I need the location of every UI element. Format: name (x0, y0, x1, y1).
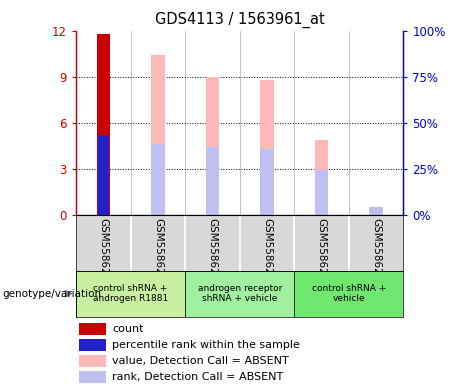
Text: control shRNA +
vehicle: control shRNA + vehicle (312, 284, 386, 303)
Bar (315, 170, 328, 215)
Text: percentile rank within the sample: percentile rank within the sample (112, 340, 300, 350)
Text: value, Detection Call = ABSENT: value, Detection Call = ABSENT (112, 356, 289, 366)
Bar (185, 271, 294, 317)
Text: GSM558627: GSM558627 (153, 218, 163, 281)
Text: control shRNA +
androgen R1881: control shRNA + androgen R1881 (93, 284, 168, 303)
Bar (369, 207, 383, 215)
Bar (76, 271, 185, 317)
Text: GSM558625: GSM558625 (371, 218, 381, 281)
Text: GSM558629: GSM558629 (262, 218, 272, 281)
Bar (79, 323, 106, 335)
Bar (151, 55, 165, 215)
Bar (206, 77, 219, 215)
Bar (369, 210, 383, 215)
Title: GDS4113 / 1563961_at: GDS4113 / 1563961_at (155, 12, 325, 28)
Bar (260, 80, 274, 215)
Bar (260, 149, 274, 215)
Text: genotype/variation: genotype/variation (2, 289, 101, 299)
Bar (79, 339, 106, 351)
Bar (206, 147, 219, 215)
Text: GSM558628: GSM558628 (207, 218, 218, 281)
Bar (98, 135, 109, 215)
Bar (79, 355, 106, 367)
Text: GSM558626: GSM558626 (98, 218, 108, 281)
Text: androgen receptor
shRNA + vehicle: androgen receptor shRNA + vehicle (197, 284, 282, 303)
Text: count: count (112, 324, 143, 334)
Bar (294, 271, 403, 317)
Bar (151, 144, 165, 215)
Bar (315, 140, 328, 215)
Text: GSM558624: GSM558624 (317, 218, 326, 281)
Bar (96, 34, 110, 215)
Bar (79, 371, 106, 383)
Text: rank, Detection Call = ABSENT: rank, Detection Call = ABSENT (112, 372, 284, 382)
